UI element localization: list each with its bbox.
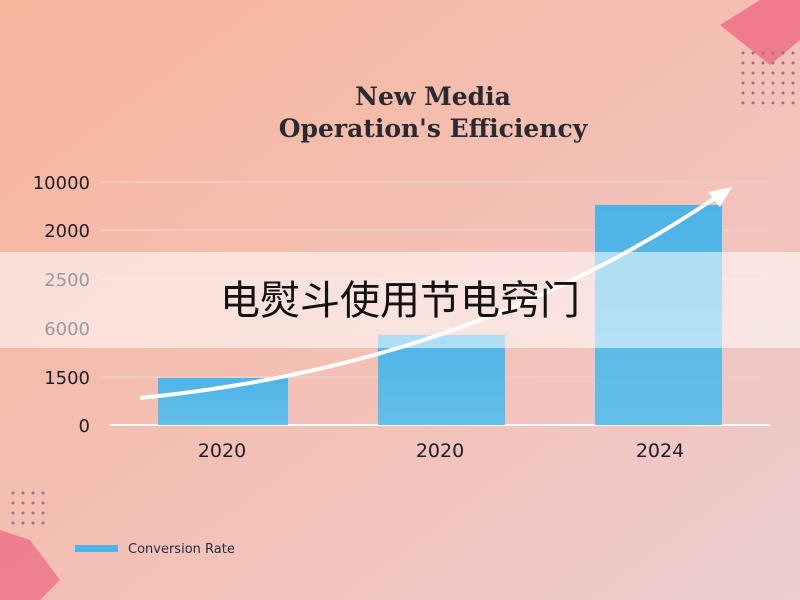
legend-label: Conversion Rate [128, 542, 235, 557]
bar [158, 378, 288, 425]
decor-shape [720, 0, 800, 65]
bar [378, 335, 505, 425]
x-axis-label: 2020 [416, 440, 464, 462]
decor-dots [5, 485, 50, 525]
y-axis-label: 10000 [33, 173, 90, 194]
x-axis-label: 2020 [198, 440, 246, 462]
decor-shape [0, 530, 60, 600]
decor-dots [740, 50, 795, 105]
chart-title: New Media [355, 82, 511, 111]
x-axis-label: 2024 [636, 440, 684, 462]
y-axis-label: 1500 [44, 368, 90, 389]
banner-text: 电熨斗使用节电窍门 [220, 278, 580, 324]
y-axis-label: 2000 [44, 221, 90, 242]
banner-band [0, 252, 800, 348]
arrow-head [708, 187, 732, 207]
legend-swatch [75, 545, 118, 552]
y-axis-label: 0 [79, 416, 90, 437]
chart-title: Operation's Efficiency [279, 114, 589, 143]
